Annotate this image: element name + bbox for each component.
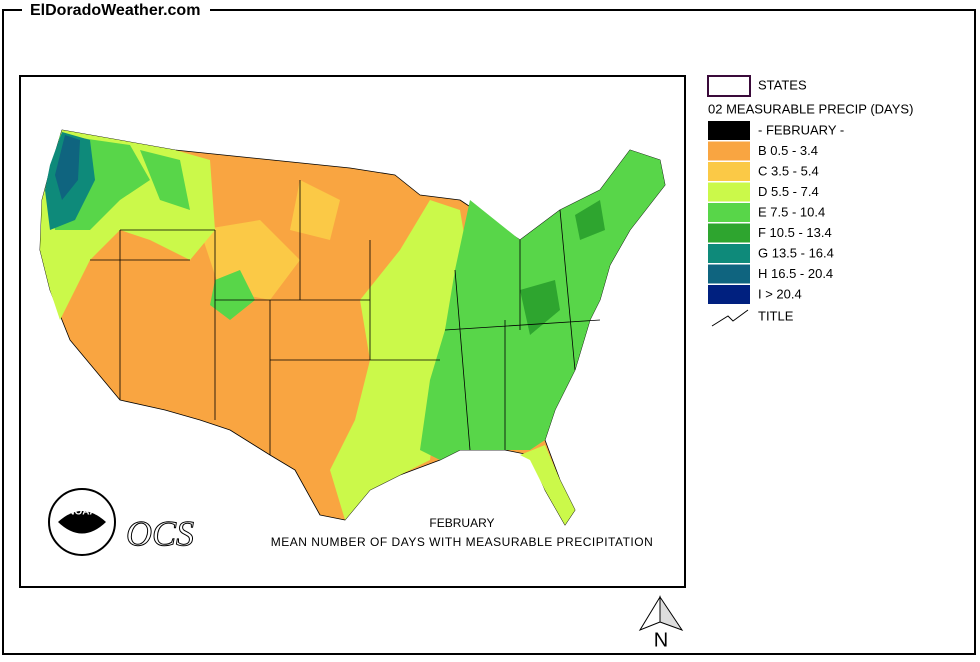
legend-label: D 5.5 - 7.4 <box>758 184 819 199</box>
region <box>55 135 80 200</box>
caption-month: FEBRUARY <box>429 516 494 530</box>
legend-label: - FEBRUARY - <box>758 122 844 137</box>
legend-swatch <box>708 141 750 161</box>
legend-label: H 16.5 - 20.4 <box>758 266 833 281</box>
compass-left <box>638 595 661 632</box>
legend-swatch <box>708 203 750 222</box>
state-borders <box>90 180 601 455</box>
compass-right <box>659 595 684 631</box>
states-swatch <box>707 75 751 97</box>
ocs-logo: OCS <box>126 513 194 553</box>
legend-label: G 13.5 - 16.4 <box>758 245 834 260</box>
legend-heading: 02 MEASURABLE PRECIP (DAYS) <box>708 101 913 116</box>
noaa-text: NOAA <box>67 507 96 518</box>
region <box>520 445 575 525</box>
legend-label: I > 20.4 <box>758 286 802 301</box>
header-bg <box>22 0 210 22</box>
legend-swatch <box>708 121 750 140</box>
site-title: ElDoradoWeather.com <box>30 2 200 19</box>
legend-label: C 3.5 - 5.4 <box>758 163 819 178</box>
legend-swatch <box>708 285 750 304</box>
legend-swatch <box>708 244 750 263</box>
legend-swatch <box>708 264 750 284</box>
legend-states: STATES <box>758 77 807 92</box>
legend-swatch <box>708 162 750 181</box>
legend: - FEBRUARY - B 0.5 - 3.4 C 3.5 - 5.4 D 5.5 … <box>708 121 844 304</box>
region <box>520 200 605 335</box>
region <box>200 180 340 300</box>
frame <box>2 9 976 655</box>
legend-title: TITLE <box>758 308 794 323</box>
legend-label: B 0.5 - 3.4 <box>758 143 818 158</box>
region <box>48 135 255 320</box>
legend-label: E 7.5 - 10.4 <box>758 204 825 219</box>
legend-swatch <box>708 223 750 243</box>
caption-text: MEAN NUMBER OF DAYS WITH MEASURABLE PREC… <box>271 535 654 549</box>
compass-n: N <box>654 629 668 651</box>
legend-label: F 10.5 - 13.4 <box>758 225 832 240</box>
noaa-bird <box>58 511 106 534</box>
us-map <box>39 129 666 526</box>
legend-swatch <box>708 182 750 202</box>
title-icon <box>711 309 749 327</box>
